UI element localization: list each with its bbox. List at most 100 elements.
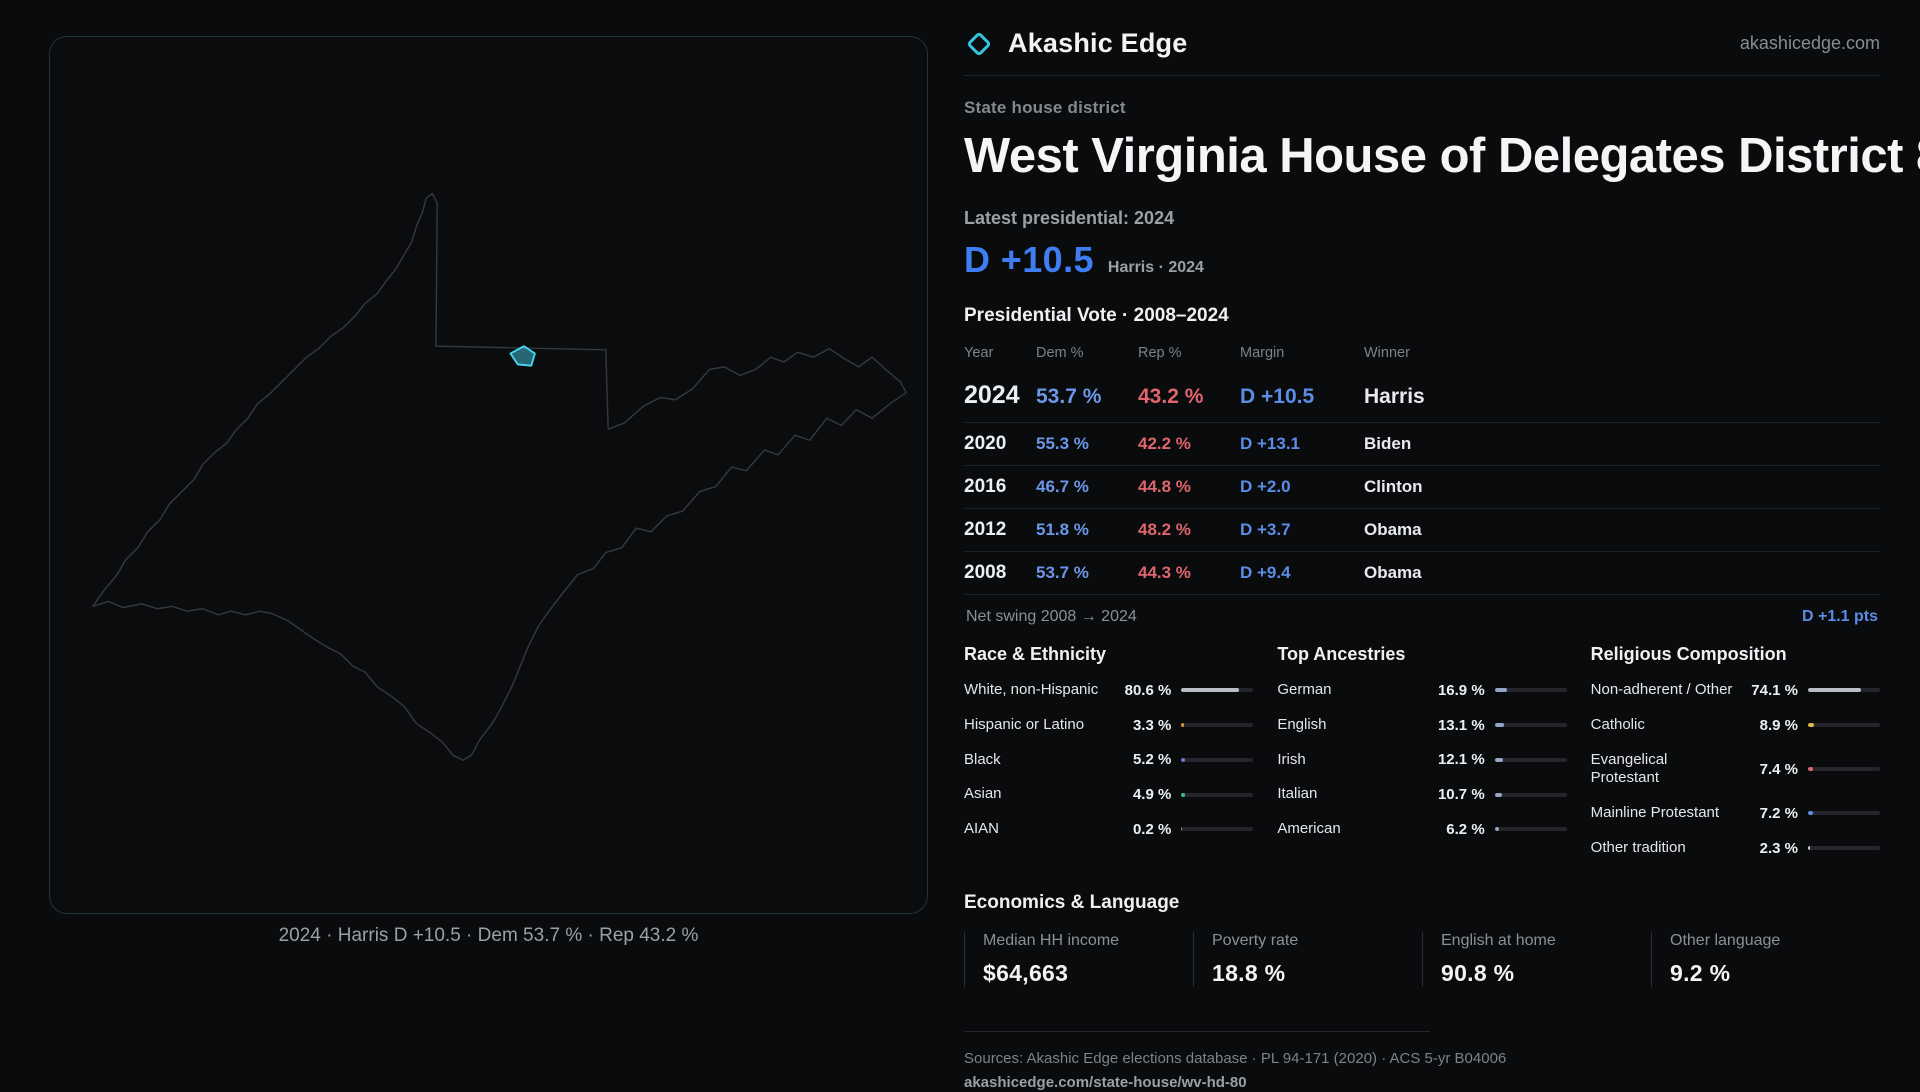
religion-title: Religious Composition xyxy=(1591,644,1880,665)
cell-year: 2016 xyxy=(964,476,1036,498)
demo-bar-track xyxy=(1181,793,1253,797)
economics-stats-row: Median HH income $64,663 Poverty rate 18… xyxy=(964,932,1880,987)
religion-column: Religious Composition Non-adherent / Oth… xyxy=(1591,644,1880,866)
cell-winner: Biden xyxy=(1364,434,1880,454)
cell-year: 2020 xyxy=(964,433,1036,455)
cell-margin: D +9.4 xyxy=(1240,563,1364,583)
stat-value: 9.2 % xyxy=(1670,960,1780,987)
demo-row: White, non-Hispanic 80.6 % xyxy=(964,673,1253,708)
headline-margin-value: D +10.5 xyxy=(964,239,1094,281)
demo-bar-track xyxy=(1181,758,1253,762)
permalink[interactable]: akashicedge.com/state-house/wv-hd-80 xyxy=(964,1074,1247,1091)
stat-label: Median HH income xyxy=(983,932,1193,950)
presidential-vote-table: Year Dem % Rep % Margin Winner 2024 53.7… xyxy=(964,339,1880,595)
demo-label: White, non-Hispanic xyxy=(964,681,1115,700)
cell-winner: Obama xyxy=(1364,520,1880,540)
demo-value: 80.6 % xyxy=(1115,682,1171,699)
west-virginia-outline xyxy=(93,193,906,760)
demo-row: English 13.1 % xyxy=(1277,708,1566,743)
demo-bar-track xyxy=(1808,688,1880,692)
demo-row: Catholic 8.9 % xyxy=(1591,708,1880,743)
demo-label: AIAN xyxy=(964,820,1115,839)
demo-bar-fill xyxy=(1181,793,1185,797)
district-map-panel xyxy=(49,36,928,914)
cell-year: 2008 xyxy=(964,562,1036,584)
cell-margin: D +10.5 xyxy=(1240,385,1364,409)
cell-winner: Harris xyxy=(1364,385,1880,409)
net-swing-label: Net swing 2008 → 2024 xyxy=(966,608,1137,626)
demo-label: Other tradition xyxy=(1591,839,1742,858)
demo-value: 12.1 % xyxy=(1429,751,1485,768)
demo-bar-fill xyxy=(1495,723,1504,727)
latest-presidential-label: Latest presidential: 2024 xyxy=(964,208,1880,229)
net-swing-value: D +1.1 pts xyxy=(1802,608,1878,626)
district-marker[interactable] xyxy=(510,346,534,366)
demo-bar-track xyxy=(1808,723,1880,727)
demo-row: AIAN 0.2 % xyxy=(964,812,1253,847)
map-caption: 2024 · Harris D +10.5 · Dem 53.7 % · Rep… xyxy=(49,925,928,947)
demo-row: Asian 4.9 % xyxy=(964,777,1253,812)
demo-row: Other tradition 2.3 % xyxy=(1591,831,1880,866)
table-header-row: Year Dem % Rep % Margin Winner xyxy=(964,339,1880,369)
vote-table-title: Presidential Vote · 2008–2024 xyxy=(964,305,1880,327)
demo-bar-fill xyxy=(1808,811,1813,815)
demo-bar-fill xyxy=(1495,827,1499,831)
demo-row: Black 5.2 % xyxy=(964,743,1253,778)
headline-margin-sub: Harris · 2024 xyxy=(1108,259,1204,277)
cell-dem: 46.7 % xyxy=(1036,477,1138,497)
demo-bar-fill xyxy=(1808,688,1861,692)
demo-value: 16.9 % xyxy=(1429,682,1485,699)
race-ethnicity-column: Race & Ethnicity White, non-Hispanic 80.… xyxy=(964,644,1253,866)
demo-row: German 16.9 % xyxy=(1277,673,1566,708)
demo-bar-fill xyxy=(1808,723,1814,727)
demo-bar-fill xyxy=(1495,758,1504,762)
demo-bar-track xyxy=(1495,793,1567,797)
demo-bar-fill xyxy=(1808,767,1813,771)
net-swing-row: Net swing 2008 → 2024 D +1.1 pts xyxy=(964,595,1880,626)
demo-label: Hispanic or Latino xyxy=(964,716,1115,735)
demo-bar-track xyxy=(1181,723,1253,727)
demo-bar-fill xyxy=(1495,688,1507,692)
demo-bar-track xyxy=(1495,688,1567,692)
demo-value: 13.1 % xyxy=(1429,717,1485,734)
demo-row: Evangelical Protestant 7.4 % xyxy=(1591,743,1880,797)
demo-bar-track xyxy=(1808,767,1880,771)
demo-label: American xyxy=(1277,820,1428,839)
demo-label: Catholic xyxy=(1591,716,1742,735)
demo-row: Hispanic or Latino 3.3 % xyxy=(964,708,1253,743)
stat-value: 90.8 % xyxy=(1441,960,1651,987)
site-link[interactable]: akashicedge.com xyxy=(1740,33,1880,54)
cell-winner: Clinton xyxy=(1364,477,1880,497)
demo-bar-track xyxy=(1495,758,1567,762)
cell-rep: 48.2 % xyxy=(1138,520,1240,540)
demo-label: English xyxy=(1277,716,1428,735)
table-row: 2008 53.7 % 44.3 % D +9.4 Obama xyxy=(964,552,1880,595)
header-bar: Akashic Edge akashicedge.com xyxy=(964,28,1880,76)
demo-value: 4.9 % xyxy=(1115,786,1171,803)
col-rep: Rep % xyxy=(1138,345,1240,361)
demo-value: 0.2 % xyxy=(1115,821,1171,838)
west-virginia-map xyxy=(50,37,927,913)
table-row: 2012 51.8 % 48.2 % D +3.7 Obama xyxy=(964,509,1880,552)
demo-label: Mainline Protestant xyxy=(1591,804,1742,823)
cell-year: 2012 xyxy=(964,519,1036,541)
ancestries-title: Top Ancestries xyxy=(1277,644,1566,665)
demo-bar-fill xyxy=(1181,723,1183,727)
demo-row: Irish 12.1 % xyxy=(1277,743,1566,778)
demo-value: 7.2 % xyxy=(1742,805,1798,822)
demo-label: Black xyxy=(964,751,1115,770)
col-margin: Margin xyxy=(1240,345,1364,361)
cell-dem: 51.8 % xyxy=(1036,520,1138,540)
stat-label: English at home xyxy=(1441,932,1651,950)
cell-margin: D +13.1 xyxy=(1240,434,1364,454)
demo-label: Non-adherent / Other xyxy=(1591,681,1742,700)
stat-value: $64,663 xyxy=(983,960,1193,987)
diamond-logo-icon xyxy=(966,31,991,56)
demo-bar-track xyxy=(1808,846,1880,850)
brand-title: Akashic Edge xyxy=(1008,28,1187,59)
demo-label: Italian xyxy=(1277,785,1428,804)
table-row: 2020 55.3 % 42.2 % D +13.1 Biden xyxy=(964,423,1880,466)
demo-value: 8.9 % xyxy=(1742,717,1798,734)
footer-divider xyxy=(964,1031,1430,1032)
